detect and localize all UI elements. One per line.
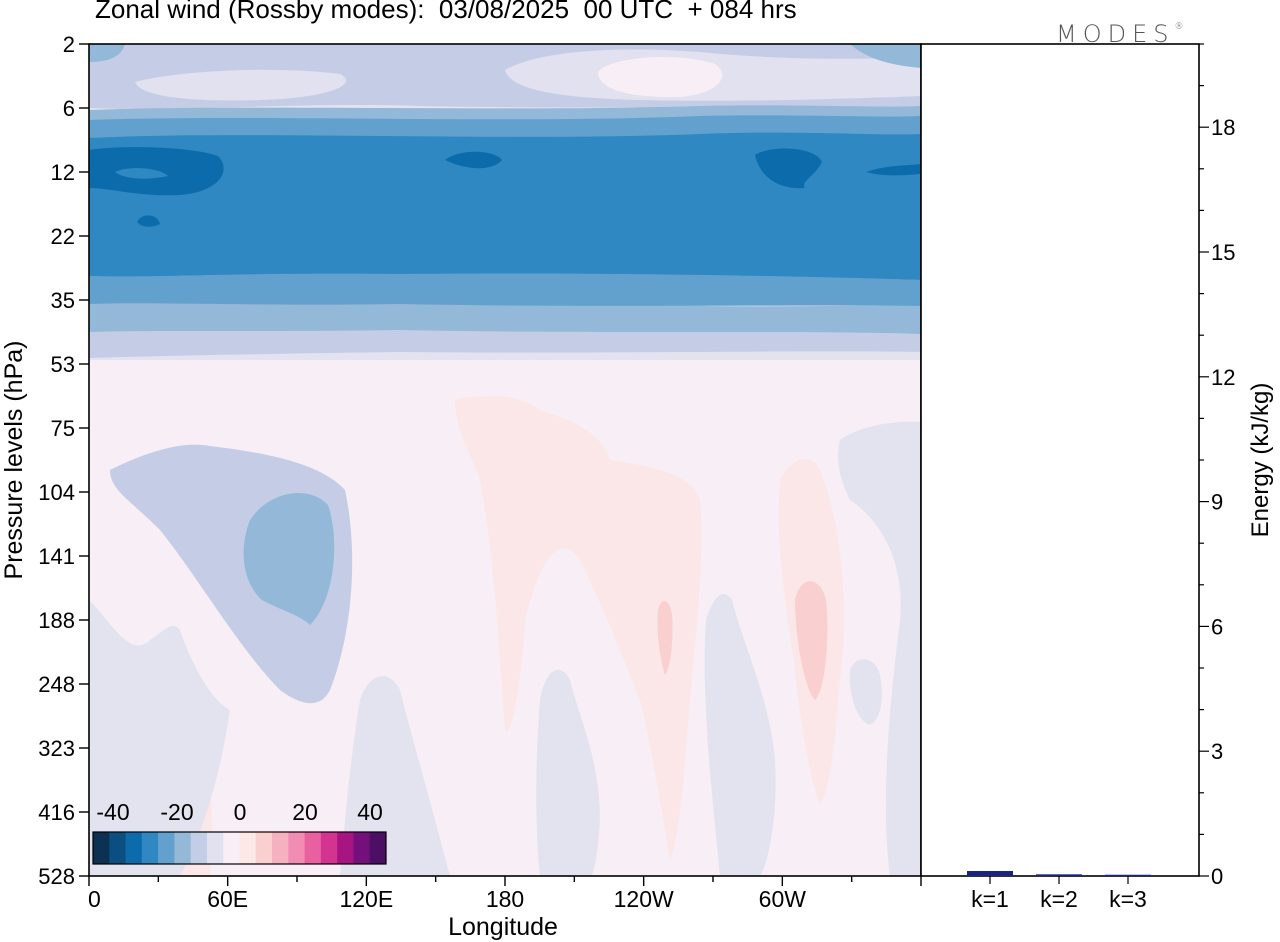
contour-core-2 [445, 151, 502, 169]
energy-y-axis-label: Energy (kJ/kg) [1247, 383, 1274, 538]
colorbar-swatch [109, 832, 127, 864]
y-tick-label: 75 [51, 416, 75, 441]
y-tick-label: 416 [38, 800, 75, 825]
x-axis-label: Longitude [448, 913, 558, 941]
colorbar-tick-label: 20 [292, 799, 318, 825]
contour-neutral-mid [340, 676, 450, 876]
energy-y-tick-label: 15 [1211, 240, 1235, 265]
y-tick-label: 528 [38, 864, 75, 889]
contour-neutral-right-blob [849, 659, 882, 725]
contour-top-light [135, 69, 347, 101]
x-tick-label: 60E [207, 886, 248, 912]
contour-core-5 [137, 215, 160, 227]
contour-neutral-column-2 [536, 669, 600, 876]
contour-neutral-upper-right [838, 421, 921, 876]
colorbar-swatch [255, 832, 273, 864]
colorbar-tick-label: 0 [234, 799, 247, 825]
colorbar-swatch [174, 832, 192, 864]
y-tick-label: 53 [51, 352, 75, 377]
energy-x-tick-label: k=3 [1109, 886, 1147, 912]
colorbar-swatch [239, 832, 257, 864]
axes: 0 60E 120E 180 120W 60WLongitude2612223553751… [0, 32, 1274, 941]
y-tick-label: 35 [51, 288, 75, 313]
contour-core-4 [866, 164, 921, 176]
colorbar-swatch [206, 832, 224, 864]
registered-mark: ® [1174, 22, 1184, 32]
y-tick-label: 248 [38, 672, 75, 697]
x-tick-label: 120E [339, 886, 393, 912]
energy-y-tick-label: 12 [1211, 365, 1235, 390]
colorbar-swatch [320, 832, 338, 864]
contour-pos-column-1 [455, 394, 702, 860]
y-tick-label: 2 [63, 32, 75, 57]
colorbar-swatch [369, 832, 387, 864]
energy-bar [1105, 874, 1151, 876]
contour-band-lower-62 [89, 300, 921, 334]
y-tick-label: 22 [51, 224, 75, 249]
colorbar-frame [92, 831, 387, 865]
contour-neutral-column [704, 593, 776, 876]
contour-core-1-inner [115, 168, 168, 179]
contour-core-3 [755, 148, 822, 189]
energy-y-tick-label: 0 [1211, 864, 1223, 889]
colorbar-swatch [337, 832, 354, 864]
x-tick-label: 0 [88, 886, 101, 912]
colorbar: -40 -20 0 20 40 [92, 799, 387, 865]
y-tick-label: 6 [63, 96, 75, 121]
colorbar-tick-label: -20 [160, 799, 193, 825]
energy-x-tick-label: k=2 [1040, 886, 1078, 912]
y-tick-label: 323 [38, 736, 75, 761]
contour-pos-core-1 [657, 600, 673, 675]
colorbar-swatch [304, 832, 322, 864]
energy-bar [1036, 874, 1082, 876]
energy-y-tick-label: 9 [1211, 490, 1223, 515]
y-tick-label: 188 [38, 608, 75, 633]
contour-pos-core-2 [795, 581, 828, 700]
colorbar-swatch [288, 832, 306, 864]
y-tick-label: 141 [38, 544, 75, 569]
y-tick-label: 104 [38, 480, 75, 505]
colorbar-swatch [190, 832, 208, 864]
colorbar-tick-label: -40 [96, 799, 129, 825]
energy-bar [967, 871, 1013, 876]
contour-top-blue-spot [89, 44, 125, 62]
contour-band-2f [89, 132, 921, 280]
y-tick-label: 12 [51, 160, 75, 185]
x-tick-label: 60W [759, 886, 807, 912]
y-axis-label: Pressure levels (hPa) [0, 341, 28, 580]
energy-y-tick-label: 3 [1211, 739, 1223, 764]
colorbar-swatch [272, 832, 289, 864]
contour-field [89, 44, 921, 876]
energy-bars [967, 871, 1151, 876]
colorbar-tick-label: 40 [357, 799, 383, 825]
energy-y-tick-label: 18 [1211, 115, 1235, 140]
contour-band-lower-2f [89, 276, 921, 306]
colorbar-swatch [125, 832, 143, 864]
energy-x-tick-label: k=1 [971, 886, 1009, 912]
energy-panel-frame [920, 43, 1200, 877]
x-tick-label: 120W [614, 886, 674, 912]
contour-light-upper [255, 372, 921, 464]
contour-top-blue-right [850, 44, 921, 68]
chart-title: Zonal wind (Rossby modes): 03/08/2025 00… [95, 0, 797, 24]
x-tick-label: 180 [486, 886, 524, 912]
energy-y-tick-label: 6 [1211, 614, 1223, 639]
contour-neutral-lower-left [89, 600, 230, 876]
colorbar-swatch [223, 832, 240, 864]
contour-neg-blob-inner [243, 493, 335, 625]
colorbar-swatch [93, 832, 110, 864]
colorbar-swatch [158, 832, 175, 864]
colorbar-swatch [353, 832, 371, 864]
contour-top-white [598, 57, 723, 98]
colorbar-swatch [141, 832, 159, 864]
